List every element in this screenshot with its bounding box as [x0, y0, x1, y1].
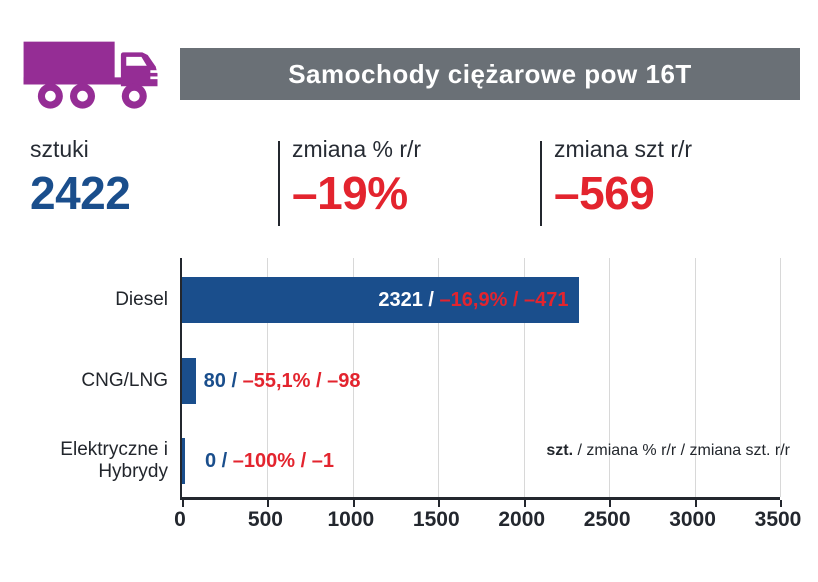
gridline [352, 258, 354, 497]
truck-icon [20, 30, 170, 114]
tick-label: 0 [174, 508, 186, 531]
category-label: CNG/LNG [81, 370, 168, 391]
stat-value: 2422 [30, 166, 131, 219]
plot-area: 2321 / –16,9% / –471 80 / –55,1% / –98 0… [180, 258, 782, 507]
tick-label: 2500 [583, 508, 631, 531]
chart-legend: szt. / zmiana % r/r / zmiana szt. r/r [546, 442, 790, 460]
bar [182, 438, 185, 484]
gridline [694, 258, 696, 497]
stat-value: –569 [554, 166, 655, 219]
tick-label: 3500 [754, 508, 802, 531]
stat-change-abs: zmiana szt r/r –569 [554, 136, 692, 218]
tick-label: 2000 [498, 508, 546, 531]
header-bar: Samochody ciężarowe pow 16T [180, 48, 800, 100]
axis-tick [267, 500, 270, 507]
gridline [267, 258, 269, 497]
stat-label: sztuki [30, 136, 89, 162]
bar: 2321 / –16,9% / –471 [182, 277, 579, 323]
bar-value-label: 80 / –55,1% / –98 [203, 369, 361, 392]
axis-tick [609, 500, 612, 507]
bar [182, 358, 196, 404]
stat-value: –19% [292, 166, 408, 219]
bar-row: 2321 / –16,9% / –471 [182, 277, 579, 323]
stat-label: zmiana szt r/r [554, 136, 693, 162]
stat-change-pct: zmiana % r/r –19% [292, 136, 421, 218]
bar-chart: Diesel CNG/LNG Elektryczne i Hybrydy 232… [0, 258, 818, 558]
tick-label: 3000 [669, 508, 716, 531]
bar-value-label: 2321 / –16,9% / –471 [378, 288, 569, 311]
page-title: Samochody ciężarowe pow 16T [288, 58, 692, 89]
stat-label: zmiana % r/r [292, 136, 422, 162]
tick-label: 1500 [412, 508, 460, 531]
axis-tick [438, 500, 441, 507]
stat-total-units: sztuki 2422 [30, 136, 131, 219]
bar-row: 0 / –100% / –1 [182, 438, 334, 484]
gridline [780, 258, 781, 497]
axis-tick [352, 500, 355, 507]
stat-divider [278, 141, 280, 226]
axis-tick [182, 500, 184, 507]
axis-tick [523, 500, 526, 507]
stat-divider [540, 141, 542, 226]
axis-tick [694, 500, 697, 507]
bar-row: 80 / –55,1% / –98 [182, 358, 360, 404]
category-label: Diesel [115, 289, 168, 310]
legend-rest: / zmiana % r/r / zmiana szt. r/r [573, 442, 791, 459]
axis-tick [780, 500, 782, 507]
tick-label: 1000 [327, 508, 375, 531]
x-axis-labels: 0 500 1000 1500 2000 2500 3000 3500 [174, 508, 801, 538]
tick-label: 500 [247, 508, 283, 531]
legend-bold: szt. [546, 442, 574, 459]
gridline [609, 258, 611, 497]
category-label: Elektryczne i Hybrydy [60, 439, 168, 482]
gridline [438, 258, 440, 497]
bar-value-label: 0 / –100% / –1 [205, 449, 334, 472]
gridline [523, 258, 525, 497]
